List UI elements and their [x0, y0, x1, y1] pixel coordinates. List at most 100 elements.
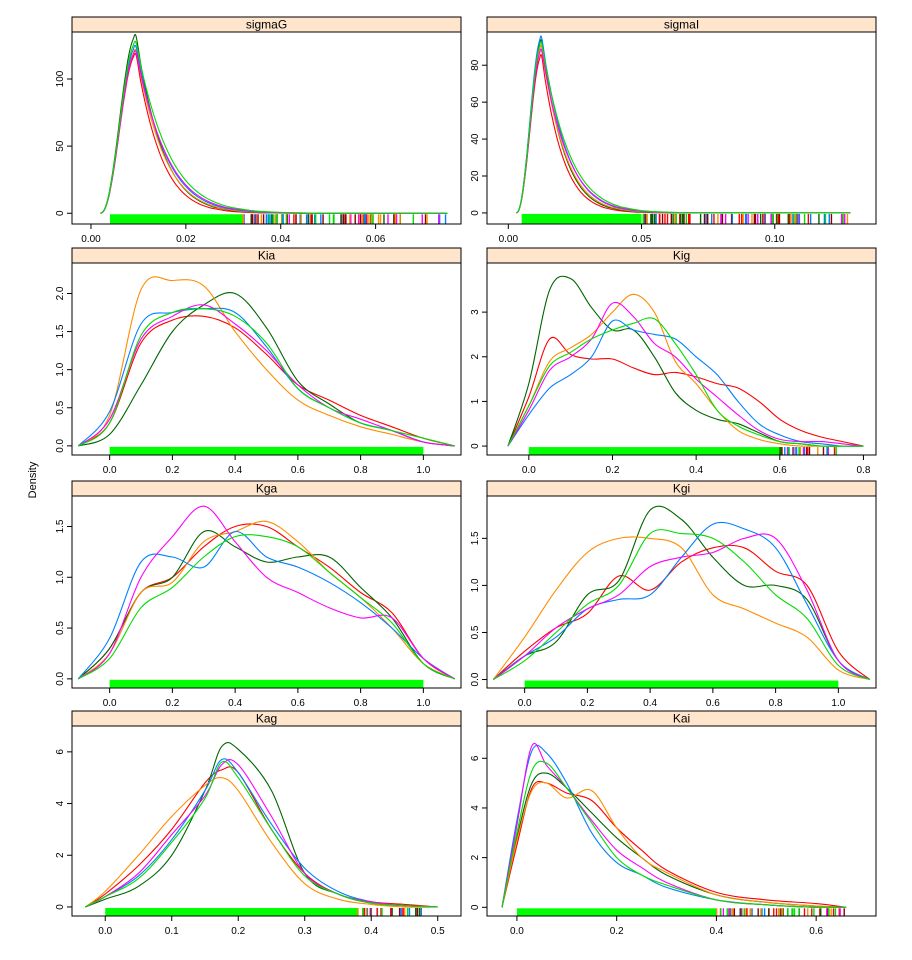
y-tick-label: 20: [470, 170, 481, 182]
y-tick-label: 1.0: [55, 362, 66, 376]
y-tick-label: 0.0: [55, 671, 66, 685]
panel-kag: Kag 0 2 4 6 0.0 0.1 0.2 0.3 0.4 0.5: [55, 710, 462, 937]
density-curve-5: [507, 301, 864, 447]
rug-block: [528, 447, 780, 455]
x-tick-label: 0.0: [522, 465, 536, 476]
curves-kag: [84, 741, 438, 908]
panel-title-kig: Kig: [673, 249, 690, 263]
panel-kia: Kia 0.0 0.5 1.0 1.5 2.0 0.0 0.2 0.4 0.6 0.8 1.0: [55, 247, 462, 476]
x-tick-label: 0.0: [103, 698, 117, 709]
y-tick-label: 2: [55, 852, 66, 858]
x-tick-label: 0.6: [706, 698, 720, 709]
y-tick-label: 2: [470, 354, 481, 360]
y-tick-label: 40: [470, 133, 481, 145]
y-tick-label: 0.0: [470, 672, 481, 686]
panel-kga: Kga 0.0 0.5 1.0 1.5 0.0 0.2 0.4 0.6 0.8 1.0: [55, 480, 462, 709]
plot-frame-kga: [71, 495, 462, 689]
x-tick-label: 0.4: [228, 698, 242, 709]
x-tick-label: 0.2: [231, 926, 245, 937]
rug-kgi: [524, 680, 839, 688]
x-tick-label: 0.3: [298, 926, 312, 937]
density-curve-3: [507, 293, 864, 447]
density-curve-1: [100, 52, 447, 214]
density-curve-1: [515, 54, 850, 214]
density-curve-3: [515, 44, 850, 214]
y-tick-label: 1.5: [55, 519, 66, 533]
rug-sigmag: [109, 214, 447, 224]
panel-title-sigmai: sigmaI: [664, 18, 699, 32]
rug-sigmai: [521, 213, 849, 224]
y-tick-label: 1.0: [470, 578, 481, 592]
y-tick-label: 0: [55, 904, 66, 910]
density-curve-6: [515, 41, 850, 214]
x-tick-label: 0.5: [431, 926, 445, 937]
y-axis-label: Density: [27, 461, 39, 498]
panel-kig: Kig 0 1 2 3 0.0 0.2 0.4 0.6 0.8: [470, 247, 877, 476]
density-curve-4: [77, 307, 455, 447]
density-curve-1: [507, 336, 864, 447]
rug-kai: [516, 908, 845, 916]
density-curve-5: [515, 48, 850, 214]
x-tick-label: 1.0: [416, 465, 430, 476]
density-curve-3: [77, 520, 455, 680]
curves-kai: [501, 743, 847, 909]
density-curve-2: [515, 39, 851, 214]
x-tick-label: 0.4: [228, 465, 242, 476]
density-curve-4: [77, 531, 456, 680]
x-tick-label: 0.6: [291, 465, 305, 476]
density-curve-1: [501, 780, 847, 908]
x-tick-label: 0.4: [643, 698, 657, 709]
x-tick-label: 0.2: [610, 926, 624, 937]
panel-title-sigmag: sigmaG: [246, 18, 287, 32]
x-tick-label: 0.05: [632, 234, 652, 245]
plot-frame-kai: [486, 725, 877, 917]
density-curve-2: [85, 741, 438, 908]
rug-kag: [105, 907, 422, 916]
x-tick-label: 1.0: [831, 698, 845, 709]
plot-frame-kag: [71, 725, 462, 917]
density-curve-3: [77, 276, 455, 447]
y-tick-label: 0: [55, 210, 66, 216]
rug-block: [524, 680, 839, 688]
panel-kai: Kai 0 2 4 6 0.0 0.2 0.4 0.6: [470, 710, 877, 937]
x-tick-label: 0.0: [103, 465, 117, 476]
density-curve-4: [515, 35, 850, 214]
density-curve-6: [493, 529, 870, 681]
x-tick-label: 0.8: [354, 465, 368, 476]
curves-kia: [77, 276, 455, 447]
rug-block: [521, 213, 642, 224]
density-curve-5: [501, 743, 847, 909]
y-tick-label: 0: [470, 210, 481, 216]
x-tick-label: 0.6: [773, 465, 787, 476]
x-tick-label: 0.8: [856, 465, 870, 476]
x-tick-label: 0.2: [165, 465, 179, 476]
y-tick-label: 0.5: [55, 621, 66, 635]
y-tick-label: 60: [470, 96, 481, 108]
y-tick-label: 2: [470, 854, 481, 860]
y-tick-label: 1.5: [470, 531, 481, 545]
density-curve-6: [100, 40, 448, 214]
density-curve-1: [77, 315, 455, 447]
x-tick-label: 0.06: [366, 234, 386, 245]
plot-frame-kia: [71, 262, 462, 456]
plot-frame-sigmag: [71, 31, 462, 225]
density-curve-6: [507, 317, 864, 447]
x-tick-label: 0.4: [364, 926, 378, 937]
x-tick-label: 0.02: [176, 234, 196, 245]
density-curve-6: [77, 534, 455, 680]
density-curve-3: [492, 536, 870, 681]
x-tick-label: 0.2: [606, 465, 620, 476]
density-curve-6: [77, 307, 455, 447]
x-tick-label: 0.10: [765, 234, 785, 245]
plot-frame-kig: [486, 262, 877, 456]
density-curve-5: [77, 505, 456, 680]
density-curve-6: [501, 760, 847, 909]
x-tick-label: 0.2: [165, 698, 179, 709]
curves-kga: [77, 505, 456, 680]
density-curve-3: [501, 781, 847, 908]
x-tick-label: 0.4: [689, 465, 703, 476]
y-tick-label: 1: [470, 398, 481, 404]
y-tick-label: 6: [55, 749, 66, 755]
panel-sigmai: sigmaI 0 20 40 60 80 0.00 0.05 0.10: [470, 16, 877, 245]
